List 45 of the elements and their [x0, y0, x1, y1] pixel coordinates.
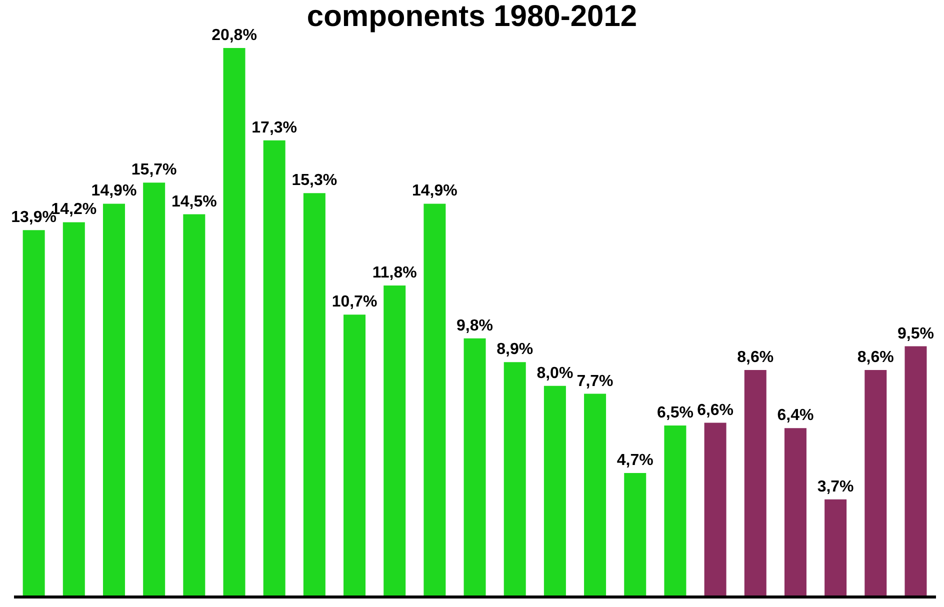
- data-label: 17,3%: [252, 119, 298, 136]
- data-label: 8,9%: [496, 341, 534, 358]
- bar: [263, 140, 286, 597]
- bar: [384, 286, 406, 597]
- data-label: 8,6%: [737, 349, 774, 366]
- data-label: 20,8%: [212, 27, 257, 44]
- data-label: 6,5%: [656, 404, 694, 422]
- bar: [544, 386, 566, 597]
- bar: [223, 48, 246, 597]
- data-label: 14,9%: [412, 182, 458, 200]
- data-label: 9,8%: [456, 317, 494, 334]
- bar: [624, 472, 646, 597]
- data-label: 9,5%: [898, 325, 934, 342]
- data-label: 6,4%: [777, 407, 814, 424]
- bar: [344, 314, 366, 597]
- data-label: 10,7%: [332, 294, 378, 311]
- bar: [744, 370, 766, 597]
- data-label: 15,3%: [292, 172, 338, 190]
- bar: [464, 338, 486, 597]
- bar: [664, 425, 686, 597]
- bar: [102, 204, 125, 597]
- data-label: 4,7%: [616, 452, 654, 469]
- data-label: 8,6%: [857, 349, 894, 366]
- bar: [22, 230, 45, 597]
- data-label: 6,6%: [697, 402, 734, 419]
- bar: [904, 346, 927, 597]
- bar: [824, 499, 847, 597]
- bar: [504, 362, 526, 597]
- data-label: 3,7%: [817, 478, 854, 496]
- bar: [584, 394, 606, 597]
- data-label: 7,7%: [576, 372, 614, 390]
- data-label: 11,8%: [372, 264, 417, 282]
- bar: [864, 370, 887, 597]
- bar: [303, 193, 326, 597]
- bar: [424, 204, 446, 597]
- data-label: 8,0%: [536, 364, 574, 382]
- bar: [784, 428, 806, 597]
- data-label: 15,7%: [131, 162, 177, 179]
- bar: [143, 182, 166, 597]
- bar: [183, 214, 206, 597]
- chart-title: components 1980-2012: [306, 0, 638, 33]
- bar: [62, 222, 85, 597]
- bar: [704, 422, 726, 597]
- data-label: 14,5%: [171, 193, 217, 210]
- data-label: 14,9%: [91, 182, 137, 200]
